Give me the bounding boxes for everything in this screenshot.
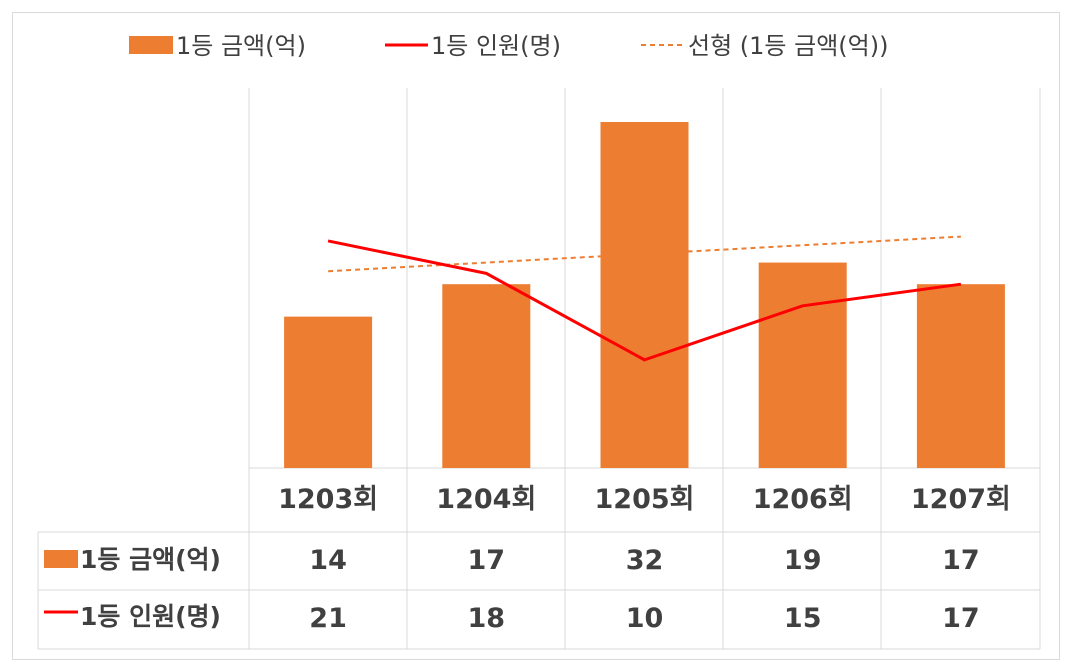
table-row-label: 1등 인원(명)	[80, 602, 221, 631]
legend: 1등 금액(억) 1등 인원(명) 선형 (1등 금액(억))	[129, 32, 888, 60]
line-series-path	[327, 239, 962, 362]
chart-frame	[12, 12, 1060, 660]
gridlines	[37, 88, 1041, 650]
table-cell: 19	[784, 545, 822, 576]
table-cell: 17	[942, 603, 980, 634]
data-table: 1203회 1204회 1205회 1206회 1207회 1등 금액(억) 14 17 32 1…	[44, 484, 1011, 634]
category-label: 1206회	[753, 484, 853, 515]
bar	[284, 316, 373, 468]
table-cell: 17	[468, 545, 506, 576]
bar	[758, 262, 847, 468]
table-cell: 10	[626, 603, 664, 634]
trendline-layer	[328, 235, 961, 273]
table-row-label: 1등 금액(억)	[80, 545, 221, 574]
category-label: 1204회	[436, 484, 536, 515]
table-cell: 21	[309, 603, 347, 634]
legend-swatch-bar	[129, 36, 173, 54]
table-cell: 15	[784, 603, 822, 634]
category-label: 1207회	[911, 484, 1011, 515]
table-key-bar	[44, 550, 78, 568]
legend-label-trend: 선형 (1등 금액(억))	[688, 32, 888, 60]
bar-series	[284, 122, 1005, 468]
table-cell: 17	[942, 545, 980, 576]
legend-label-line: 1등 인원(명)	[431, 32, 561, 60]
table-cell: 32	[626, 545, 664, 576]
bar	[442, 284, 531, 468]
table-cell: 14	[309, 545, 347, 576]
bar	[600, 122, 689, 468]
trendline	[328, 235, 961, 273]
category-label: 1203회	[278, 484, 378, 515]
bar	[916, 284, 1005, 468]
legend-label-bar: 1등 금액(억)	[176, 32, 306, 60]
table-cell: 18	[468, 603, 506, 634]
line-series	[327, 239, 962, 362]
category-label: 1205회	[595, 484, 695, 515]
